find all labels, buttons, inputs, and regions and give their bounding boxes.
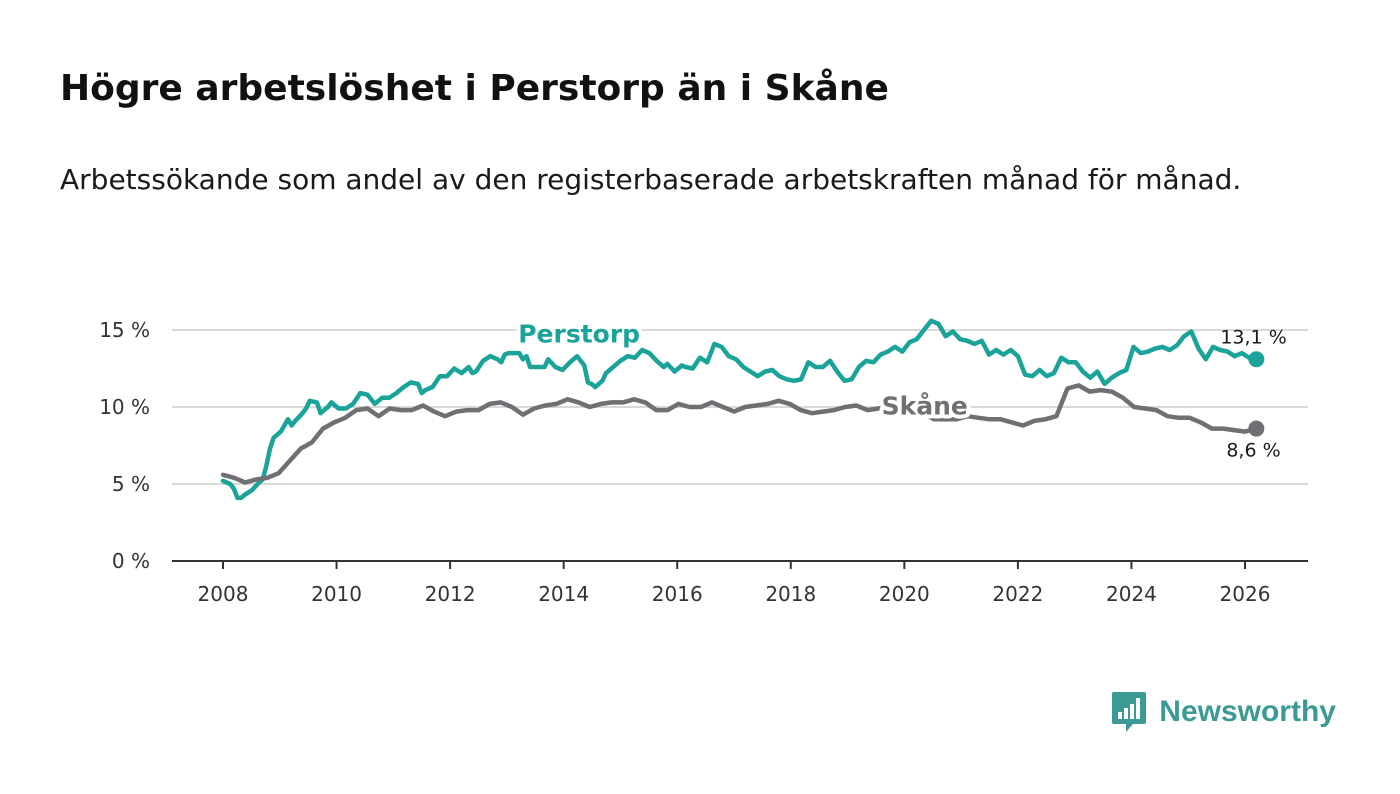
- series-line-skane: [220, 383, 1259, 485]
- y-tick-label: 5 %: [112, 472, 150, 496]
- end-point-skane: [1248, 420, 1265, 437]
- x-tick-label: 2010: [311, 582, 362, 606]
- chart-title: Högre arbetslöshet i Perstorp än i Skåne: [60, 68, 889, 109]
- x-tick-label: 2022: [992, 582, 1043, 606]
- series-label-skane-halo: Skåne: [882, 392, 968, 421]
- y-tick-label: 15 %: [99, 318, 150, 342]
- series-label-perstorp-halo: Perstorp: [518, 319, 640, 348]
- bar-chart-speech-bubble-icon: [1112, 692, 1147, 732]
- x-tick-label: 2012: [425, 582, 476, 606]
- end-point-perstorp: [1248, 351, 1265, 368]
- x-tick-label: 2024: [1106, 582, 1157, 606]
- end-label-skane: 8,6 %: [1226, 440, 1280, 462]
- series-line-perstorp: [220, 318, 1259, 501]
- x-tick-label: 2008: [198, 582, 249, 606]
- end-label-perstorp: 13,1 %: [1220, 326, 1286, 348]
- x-tick-label: 2014: [538, 582, 589, 606]
- x-tick-label: 2016: [652, 582, 703, 606]
- chart-subtitle: Arbetssökande som andel av den registerb…: [60, 163, 1242, 196]
- brand-name: Newsworthy: [1159, 695, 1336, 728]
- x-axis: 2008 2010 2012 2014 2016 2018 2020 2022 2024 2026: [172, 560, 1308, 606]
- x-tick-label: 2020: [879, 582, 930, 606]
- y-tick-label: 10 %: [99, 395, 150, 419]
- newsworthy-logo: Newsworthy: [1111, 690, 1336, 734]
- series-label-perstorp: Perstorp: [518, 319, 640, 348]
- x-tick-label: 2018: [765, 582, 816, 606]
- x-tick-label: 2026: [1220, 582, 1271, 606]
- y-tick-label: 0 %: [112, 549, 150, 573]
- series-lines: [220, 318, 1265, 501]
- series-label-skane: Skåne: [882, 392, 968, 421]
- y-axis-ticks: 0 % 5 % 10 % 15 %: [99, 318, 150, 573]
